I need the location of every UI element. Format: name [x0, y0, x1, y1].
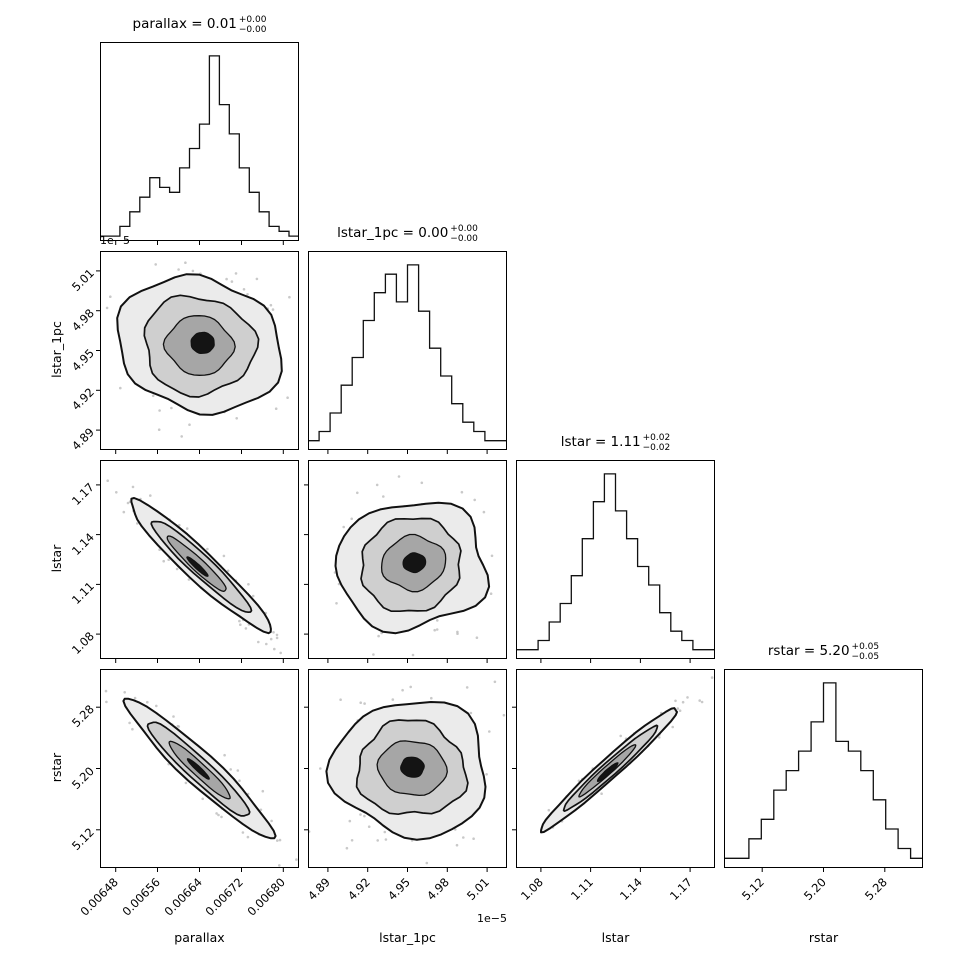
- x-axis-label-lstar: lstar: [601, 930, 630, 945]
- y-axis-label-lstar: lstar: [48, 544, 64, 572]
- contour-level-3: [402, 552, 427, 574]
- panel-hist-lstar_1pc: [308, 251, 507, 454]
- title-text: lstar_1pc = 0.00: [337, 225, 449, 241]
- title-uncertainty: +0.05 −0.05: [851, 642, 880, 663]
- title-text: rstar = 5.20: [767, 643, 850, 659]
- panel-contour-parallax-rstar: [96, 669, 299, 872]
- axis-ticks: [96, 270, 284, 454]
- title-lstar_1pc: lstar_1pc = 0.00 +0.00 −0.00: [308, 224, 507, 245]
- axis-ticks: [304, 706, 488, 872]
- title-lstar: lstar = 1.11 +0.02 −0.02: [516, 433, 715, 454]
- title-parallax: parallax = 0.01 +0.00 −0.00: [100, 15, 299, 36]
- panel-hist-rstar: [724, 669, 923, 872]
- histogram-line: [308, 264, 507, 450]
- y-offset-label-lstar_1pc: 1e−5: [100, 234, 130, 247]
- histogram-line: [724, 682, 923, 868]
- histogram-line: [516, 473, 715, 659]
- title-uncertainty: +0.00 −0.00: [238, 15, 267, 36]
- panel-contour-lstar-rstar: [512, 669, 715, 872]
- axis-ticks: [761, 868, 886, 872]
- contour-level-3: [596, 762, 619, 782]
- x-axis-label-parallax: parallax: [174, 930, 225, 945]
- histogram-line: [100, 55, 299, 241]
- panel-contour-lstar_1pc-rstar: [304, 669, 507, 872]
- axis-ticks: [115, 241, 284, 245]
- panel-contour-parallax-lstar: [96, 460, 299, 663]
- title-text: parallax = 0.01: [132, 16, 237, 32]
- y-axis-label-lstar_1pc: lstar_1pc: [48, 320, 64, 378]
- axis-ticks: [540, 659, 691, 663]
- contour-level-3: [186, 758, 210, 780]
- contour-level-3: [186, 556, 209, 577]
- axis-ticks: [304, 484, 488, 663]
- axis-ticks: [96, 706, 284, 872]
- x-axis-label-rstar: rstar: [808, 930, 839, 945]
- axis-ticks: [327, 450, 488, 454]
- panel-hist-lstar: [516, 460, 715, 663]
- panel-contour-lstar_1pc-lstar: [304, 460, 507, 663]
- title-text: lstar = 1.11: [560, 434, 641, 450]
- contour-level-3: [400, 756, 425, 778]
- x-axis-label-lstar_1pc: lstar_1pc: [379, 930, 436, 945]
- axis-ticks: [512, 706, 691, 872]
- panel-hist-parallax: [100, 42, 299, 245]
- x-offset-label-lstar_1pc: 1e−5: [477, 912, 507, 925]
- title-uncertainty: +0.02 −0.02: [642, 433, 671, 454]
- contour-level-3: [190, 331, 215, 354]
- y-axis-label-rstar: rstar: [48, 752, 64, 782]
- panel-contour-parallax-lstar_1pc: [96, 251, 299, 454]
- title-uncertainty: +0.00 −0.00: [450, 224, 478, 245]
- axis-ticks: [96, 484, 284, 663]
- title-rstar: rstar = 5.20 +0.05 −0.05: [724, 642, 923, 663]
